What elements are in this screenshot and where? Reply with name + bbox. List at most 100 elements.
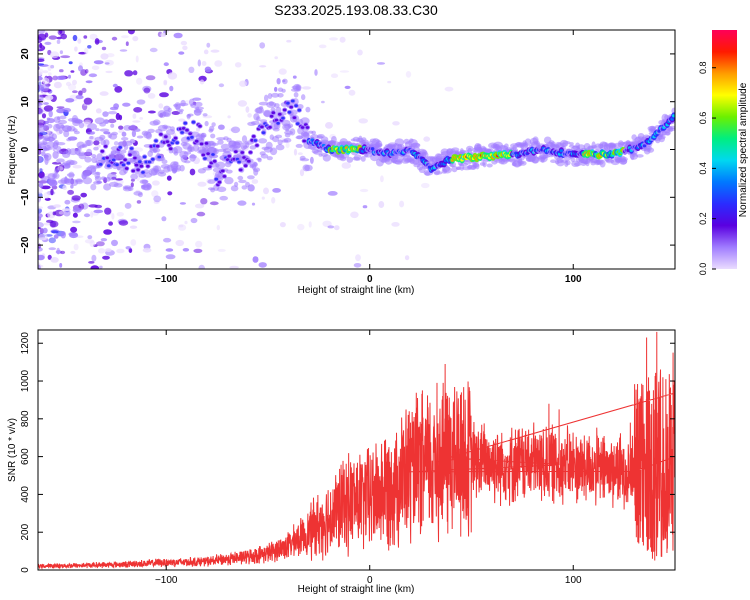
spectrogram-cell — [238, 168, 243, 172]
spectrogram-cell — [283, 137, 292, 143]
spectrogram-cell — [320, 136, 329, 143]
spectrogram-cell — [195, 240, 203, 248]
spectrogram-cell — [189, 153, 196, 162]
spectrogram-cell — [91, 154, 97, 158]
spectrogram-cell — [105, 70, 113, 74]
spectrogram-cell — [206, 140, 216, 148]
spectrogram-cell — [89, 33, 98, 40]
spectrogram-cell — [456, 167, 461, 170]
spectrogram-cell — [78, 65, 83, 72]
spectrogram-cell — [300, 126, 305, 129]
spectrogram-cell — [38, 254, 45, 261]
spectrogram-cell — [40, 185, 51, 190]
spectrogram-cell — [188, 66, 195, 74]
spectrogram-cell — [247, 159, 251, 163]
spectrogram-cell — [297, 152, 303, 156]
spectrogram-cell — [83, 173, 91, 177]
spectrogram-cell — [376, 140, 383, 148]
spectrogram-cell — [274, 118, 279, 122]
spectrogram-cell — [263, 187, 269, 195]
spectrogram-cell — [103, 183, 112, 191]
snr-frame — [37, 329, 676, 571]
spectrogram-cell — [251, 179, 259, 184]
spectrogram-cell — [66, 138, 72, 142]
spectrogram-cell — [221, 169, 225, 173]
colorbar-tick-label: 0.2 — [698, 212, 708, 225]
spectrogram-cell — [107, 172, 117, 181]
spectrogram-cell — [220, 143, 230, 150]
spectrogram-cell — [93, 140, 100, 146]
spectrogram-cell — [59, 50, 64, 55]
spectrogram-cell — [121, 131, 127, 137]
spectrogram-cell — [574, 162, 582, 167]
spectrogram-cell — [565, 160, 571, 166]
spectrogram-cell — [64, 199, 71, 205]
spectrogram-cell — [170, 126, 175, 132]
spectrogram-cell — [75, 179, 84, 185]
colorbar-bar — [712, 30, 737, 269]
spectrogram-cell — [286, 39, 292, 43]
spectrogram-cell — [248, 151, 253, 154]
spectrogram-cell — [146, 182, 152, 190]
spectrogram-cell — [167, 107, 172, 113]
spectrogram-cell — [67, 189, 74, 195]
spectrogram-cell — [51, 161, 62, 165]
spectrogram-cell — [217, 139, 224, 145]
spectrogram-cell — [63, 209, 71, 217]
spectrogram-cell — [68, 160, 78, 166]
spectrogram-cell — [421, 182, 430, 189]
spectrogram-cell — [39, 42, 43, 49]
spectrogram-cell — [38, 124, 46, 133]
spectrogram-cell — [95, 171, 101, 175]
spectrogram-cell — [249, 145, 257, 150]
spectrogram-cell — [289, 105, 294, 109]
spectrogram-cell — [180, 40, 188, 46]
spectrogram-cell — [80, 192, 87, 198]
spectrogram-cell — [108, 111, 117, 115]
spectrogram-cell — [87, 123, 97, 131]
spectrogram-cell — [190, 135, 194, 139]
spectrogram-cell — [47, 118, 55, 124]
spectrogram-cell — [293, 92, 299, 98]
spectrogram-cell — [127, 30, 135, 35]
spectrogram-cell — [84, 156, 92, 163]
spectrogram-cell — [48, 110, 53, 118]
spectrogram-cell — [258, 101, 269, 106]
spectrogram-cell — [152, 119, 161, 126]
spectrogram-cell — [167, 143, 171, 147]
spectrogram-cell — [115, 163, 119, 167]
spectrogram-cell — [348, 89, 356, 96]
spectrogram-cell — [69, 232, 79, 239]
spectrogram-cell — [124, 167, 129, 170]
spectrogram-cell — [183, 151, 192, 155]
spectrogram-cell — [451, 165, 458, 173]
spectrogram-cell — [111, 239, 118, 247]
spectrogram-cell — [327, 225, 335, 229]
spectrogram-cell — [242, 156, 246, 159]
spectrogram-cell — [163, 237, 172, 243]
spectrogram-cell — [99, 122, 106, 127]
spectrogram-cell — [265, 141, 273, 149]
spectrogram-cell — [136, 135, 144, 139]
spectrogram-cell — [215, 161, 226, 169]
spectrogram-cell — [42, 70, 49, 74]
spectrogram-cell — [72, 79, 77, 86]
spectrogram-cell — [83, 35, 88, 39]
spectrogram-cell — [45, 95, 54, 101]
spectrogram-cell — [100, 176, 106, 181]
spectrogram-cell — [194, 139, 199, 143]
spectrogram-cell — [133, 107, 143, 113]
spectrogram-cell — [129, 225, 138, 229]
spectrogram-cell — [271, 92, 280, 98]
spectrogram-cell — [38, 233, 48, 241]
spectrogram-cell — [49, 220, 56, 228]
spectrogram-cell — [43, 222, 51, 226]
spectrogram-cell — [204, 142, 209, 145]
spectrogram-cell — [38, 222, 44, 228]
spectrogram-cell — [339, 36, 346, 43]
snr-series-line — [38, 331, 675, 570]
spectrogram-cell — [122, 102, 131, 107]
spectrogram-cell — [151, 190, 159, 198]
spectrogram-cell — [121, 149, 127, 154]
y-tick-label: 1200 — [20, 332, 31, 355]
